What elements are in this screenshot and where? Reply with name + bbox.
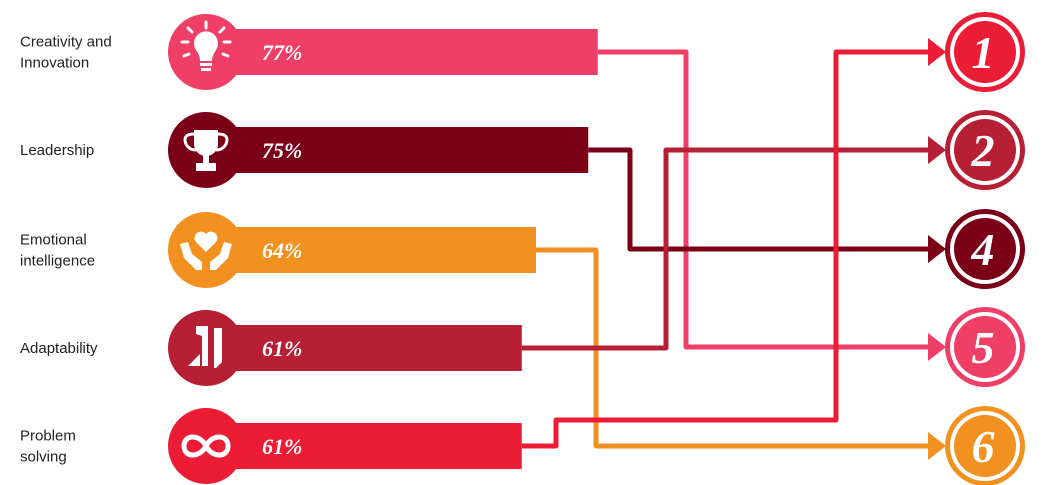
bar	[232, 423, 522, 469]
category-label-line: Adaptability	[20, 340, 98, 357]
category-label: Leadership	[20, 142, 94, 159]
value-label: 64%	[262, 238, 302, 263]
connector-line	[588, 147, 930, 252]
rank-number: 1	[972, 27, 995, 78]
rank-badge: 2	[945, 110, 1025, 190]
category-label-line: Problem	[20, 428, 76, 445]
rank-badges: 1 2 4 5 6	[945, 12, 1025, 485]
rank-number: 5	[972, 322, 995, 373]
connector-line	[521, 147, 930, 351]
arrowhead	[928, 38, 946, 66]
bars-group: Creativity and Innovation 77% Leadership 75%…	[20, 14, 598, 484]
rank-inner-circle	[954, 415, 1016, 477]
rank-number: 2	[971, 125, 995, 176]
rank-inner-circle	[954, 316, 1016, 378]
arrowhead	[928, 136, 946, 164]
rank-inner-circle	[954, 21, 1016, 83]
category-label: Creativity and Innovation	[20, 34, 112, 72]
category-label-line: Creativity and	[20, 34, 112, 51]
value-label: 75%	[262, 138, 302, 163]
lightbulb-icon	[180, 20, 232, 71]
bar	[232, 325, 522, 371]
connector-line	[521, 49, 930, 449]
heart-hands-icon	[180, 231, 232, 270]
category-label: Emotional intelligence	[20, 232, 95, 270]
arrowhead	[928, 432, 946, 460]
rank-inner-circle	[954, 218, 1016, 280]
connector-lines	[521, 38, 946, 460]
rank-inner-circle	[954, 119, 1016, 181]
category-label-line: solving	[20, 449, 67, 466]
value-label: 77%	[262, 40, 302, 65]
arrowhead	[928, 235, 946, 263]
trophy-icon	[183, 130, 229, 171]
value-label: 61%	[262, 336, 302, 361]
category-label: Adaptability	[20, 340, 98, 357]
category-label-line: intelligence	[20, 253, 95, 270]
connector-line	[597, 49, 930, 350]
category-label-line: Emotional	[20, 232, 87, 249]
bar	[232, 29, 598, 75]
bar	[232, 227, 536, 273]
arrowhead	[928, 333, 946, 361]
rank-badge: 1	[945, 12, 1025, 92]
category-label-line: Leadership	[20, 142, 94, 159]
rank-badge: 6	[945, 406, 1025, 485]
category-label-line: Innovation	[20, 55, 89, 72]
rank-badge: 5	[945, 307, 1025, 387]
rank-badge: 4	[945, 209, 1025, 289]
tools-icon	[188, 326, 222, 368]
category-label: Problem solving	[20, 428, 76, 466]
infinity-icon	[181, 434, 231, 458]
rank-number: 6	[972, 421, 995, 472]
rank-number: 4	[971, 224, 995, 275]
value-label: 61%	[262, 434, 302, 459]
bar	[232, 127, 589, 173]
